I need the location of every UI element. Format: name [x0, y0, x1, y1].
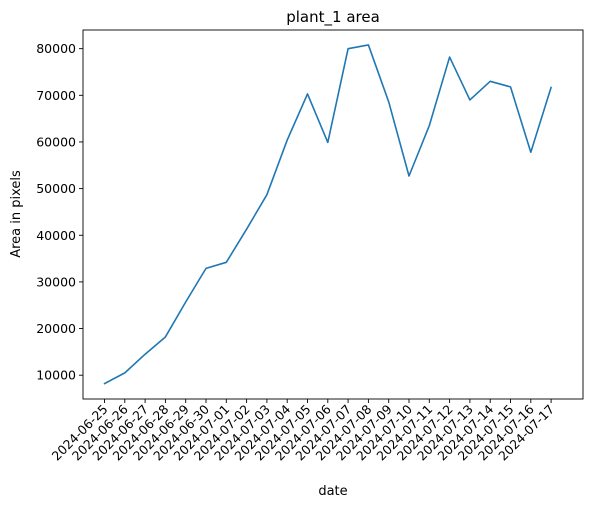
plot-frame	[82, 29, 584, 400]
y-tick-label: 10000	[36, 368, 76, 383]
y-tick-label: 40000	[36, 228, 76, 243]
y-tick-label: 70000	[36, 88, 76, 103]
y-tick-label: 50000	[36, 181, 76, 196]
chart-title: plant_1 area	[286, 8, 380, 27]
y-axis-label: Area in pixels	[9, 170, 24, 258]
plot-area	[83, 30, 583, 399]
y-tick-label: 30000	[36, 274, 76, 289]
series-line	[103, 44, 552, 385]
y-tick-label: 80000	[36, 41, 76, 56]
y-tick-label: 20000	[36, 321, 76, 336]
x-axis-label: date	[318, 484, 347, 499]
x-axis-ticks: 2024-06-252024-06-262024-06-272024-06-28…	[49, 399, 557, 463]
y-tick-label: 60000	[36, 134, 76, 149]
y-axis-ticks: 10000 20000 30000 40000 50000 60000 70000 80000	[36, 41, 83, 383]
